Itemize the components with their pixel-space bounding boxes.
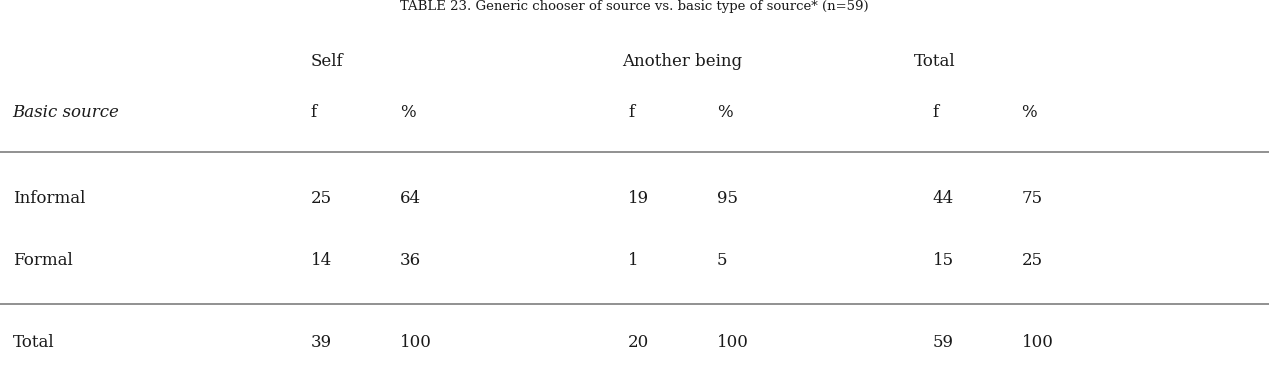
Text: f: f xyxy=(933,103,939,121)
Text: Total: Total xyxy=(13,334,55,350)
Text: 39: 39 xyxy=(311,334,332,350)
Text: %: % xyxy=(717,103,732,121)
Text: Another being: Another being xyxy=(622,53,742,70)
Text: %: % xyxy=(1022,103,1037,121)
Text: f: f xyxy=(628,103,634,121)
Text: 14: 14 xyxy=(311,252,332,269)
Text: 25: 25 xyxy=(1022,252,1043,269)
Text: Basic source: Basic source xyxy=(13,103,119,121)
Text: 5: 5 xyxy=(717,252,727,269)
Text: 100: 100 xyxy=(717,334,749,350)
Text: 36: 36 xyxy=(400,252,421,269)
Text: Formal: Formal xyxy=(13,252,72,269)
Text: Total: Total xyxy=(914,53,956,70)
Text: %: % xyxy=(400,103,415,121)
Text: 64: 64 xyxy=(400,190,421,207)
Text: 75: 75 xyxy=(1022,190,1043,207)
Text: TABLE 23. Generic chooser of source vs. basic type of source* (n=59): TABLE 23. Generic chooser of source vs. … xyxy=(400,0,869,13)
Text: Informal: Informal xyxy=(13,190,85,207)
Text: Self: Self xyxy=(311,53,344,70)
Text: 25: 25 xyxy=(311,190,332,207)
Text: 100: 100 xyxy=(400,334,431,350)
Text: 44: 44 xyxy=(933,190,954,207)
Text: 20: 20 xyxy=(628,334,650,350)
Text: 1: 1 xyxy=(628,252,638,269)
Text: 59: 59 xyxy=(933,334,954,350)
Text: f: f xyxy=(311,103,317,121)
Text: 95: 95 xyxy=(717,190,739,207)
Text: 15: 15 xyxy=(933,252,954,269)
Text: 100: 100 xyxy=(1022,334,1053,350)
Text: 19: 19 xyxy=(628,190,650,207)
